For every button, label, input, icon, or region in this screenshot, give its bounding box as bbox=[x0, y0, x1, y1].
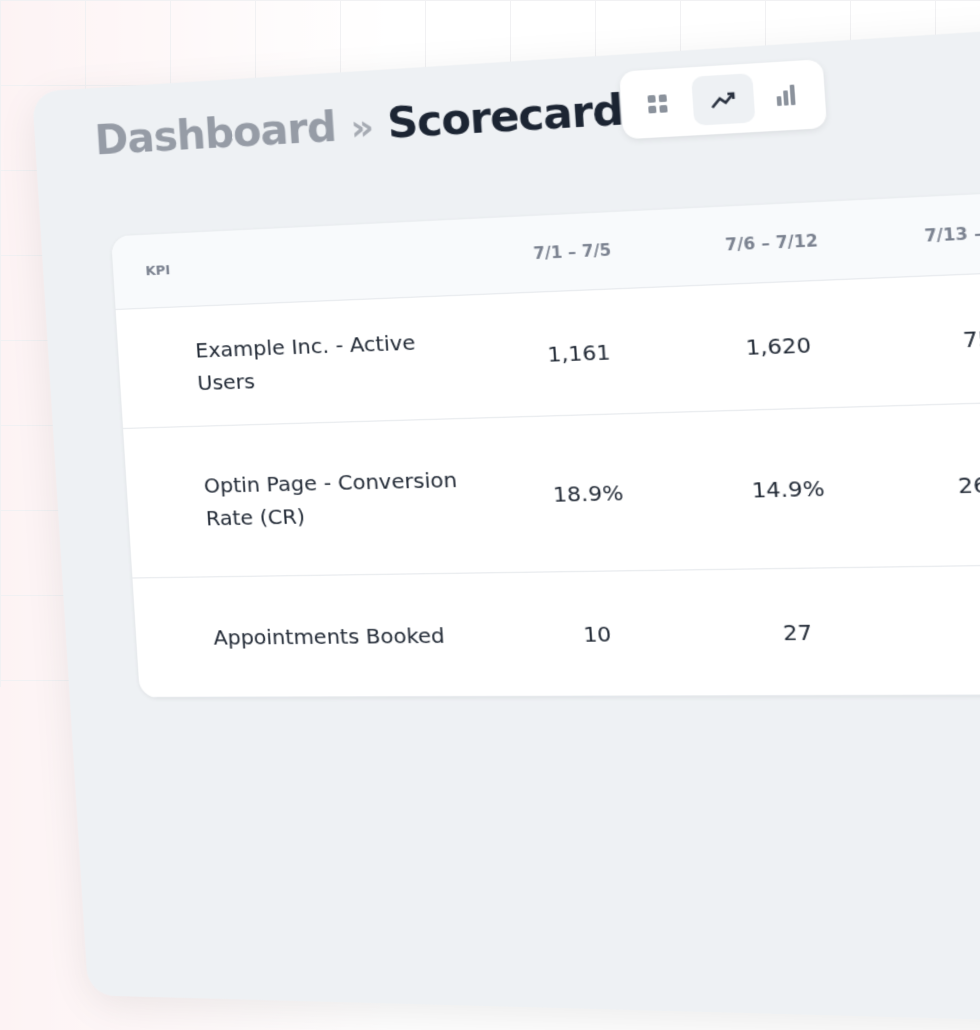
page-title: Scorecard bbox=[385, 86, 625, 149]
kpi-value: 10 bbox=[495, 569, 701, 697]
bar-view-button[interactable] bbox=[776, 84, 796, 107]
breadcrumb-link[interactable]: Dashboard bbox=[93, 103, 338, 165]
kpi-value: 1,620 bbox=[673, 278, 886, 413]
grid-view-button[interactable] bbox=[647, 94, 668, 114]
kpi-value: 26.9% bbox=[885, 399, 980, 567]
view-toggle bbox=[619, 59, 828, 140]
column-header: 7/13 – 7/19 bbox=[871, 189, 980, 279]
kpi-value: 24 bbox=[896, 563, 980, 696]
toggle-icons bbox=[647, 73, 796, 126]
kpi-name: Appointments Booked bbox=[132, 572, 504, 698]
kpi-name: Optin Page - Conversion Rate (CR) bbox=[123, 417, 496, 578]
kpi-value: 18.9% bbox=[485, 412, 693, 573]
trend-view-button[interactable] bbox=[691, 73, 756, 126]
kpi-name: Example Inc. - Active Users bbox=[115, 294, 486, 429]
table-body: Example Inc. - Active Users 1,161 1,620 752… bbox=[115, 260, 980, 698]
kpi-value: 14.9% bbox=[681, 406, 897, 570]
table-row: Appointments Booked10272434 bbox=[132, 561, 980, 698]
breadcrumb-separator: » bbox=[349, 106, 375, 150]
kpi-value: 1,161 bbox=[477, 286, 682, 418]
breadcrumb: Dashboard» Scorecard bbox=[94, 86, 625, 164]
column-header: 7/6 – 7/12 bbox=[668, 199, 877, 287]
kpi-value: 752 bbox=[876, 269, 980, 407]
column-header: 7/1 – 7/5 bbox=[472, 209, 674, 295]
kpi-value: 27 bbox=[692, 566, 905, 696]
dashboard-panel: Dashboard» Scorecard KPI 7/1 – 7/5 7/6 – 7/… bbox=[32, 10, 980, 1030]
